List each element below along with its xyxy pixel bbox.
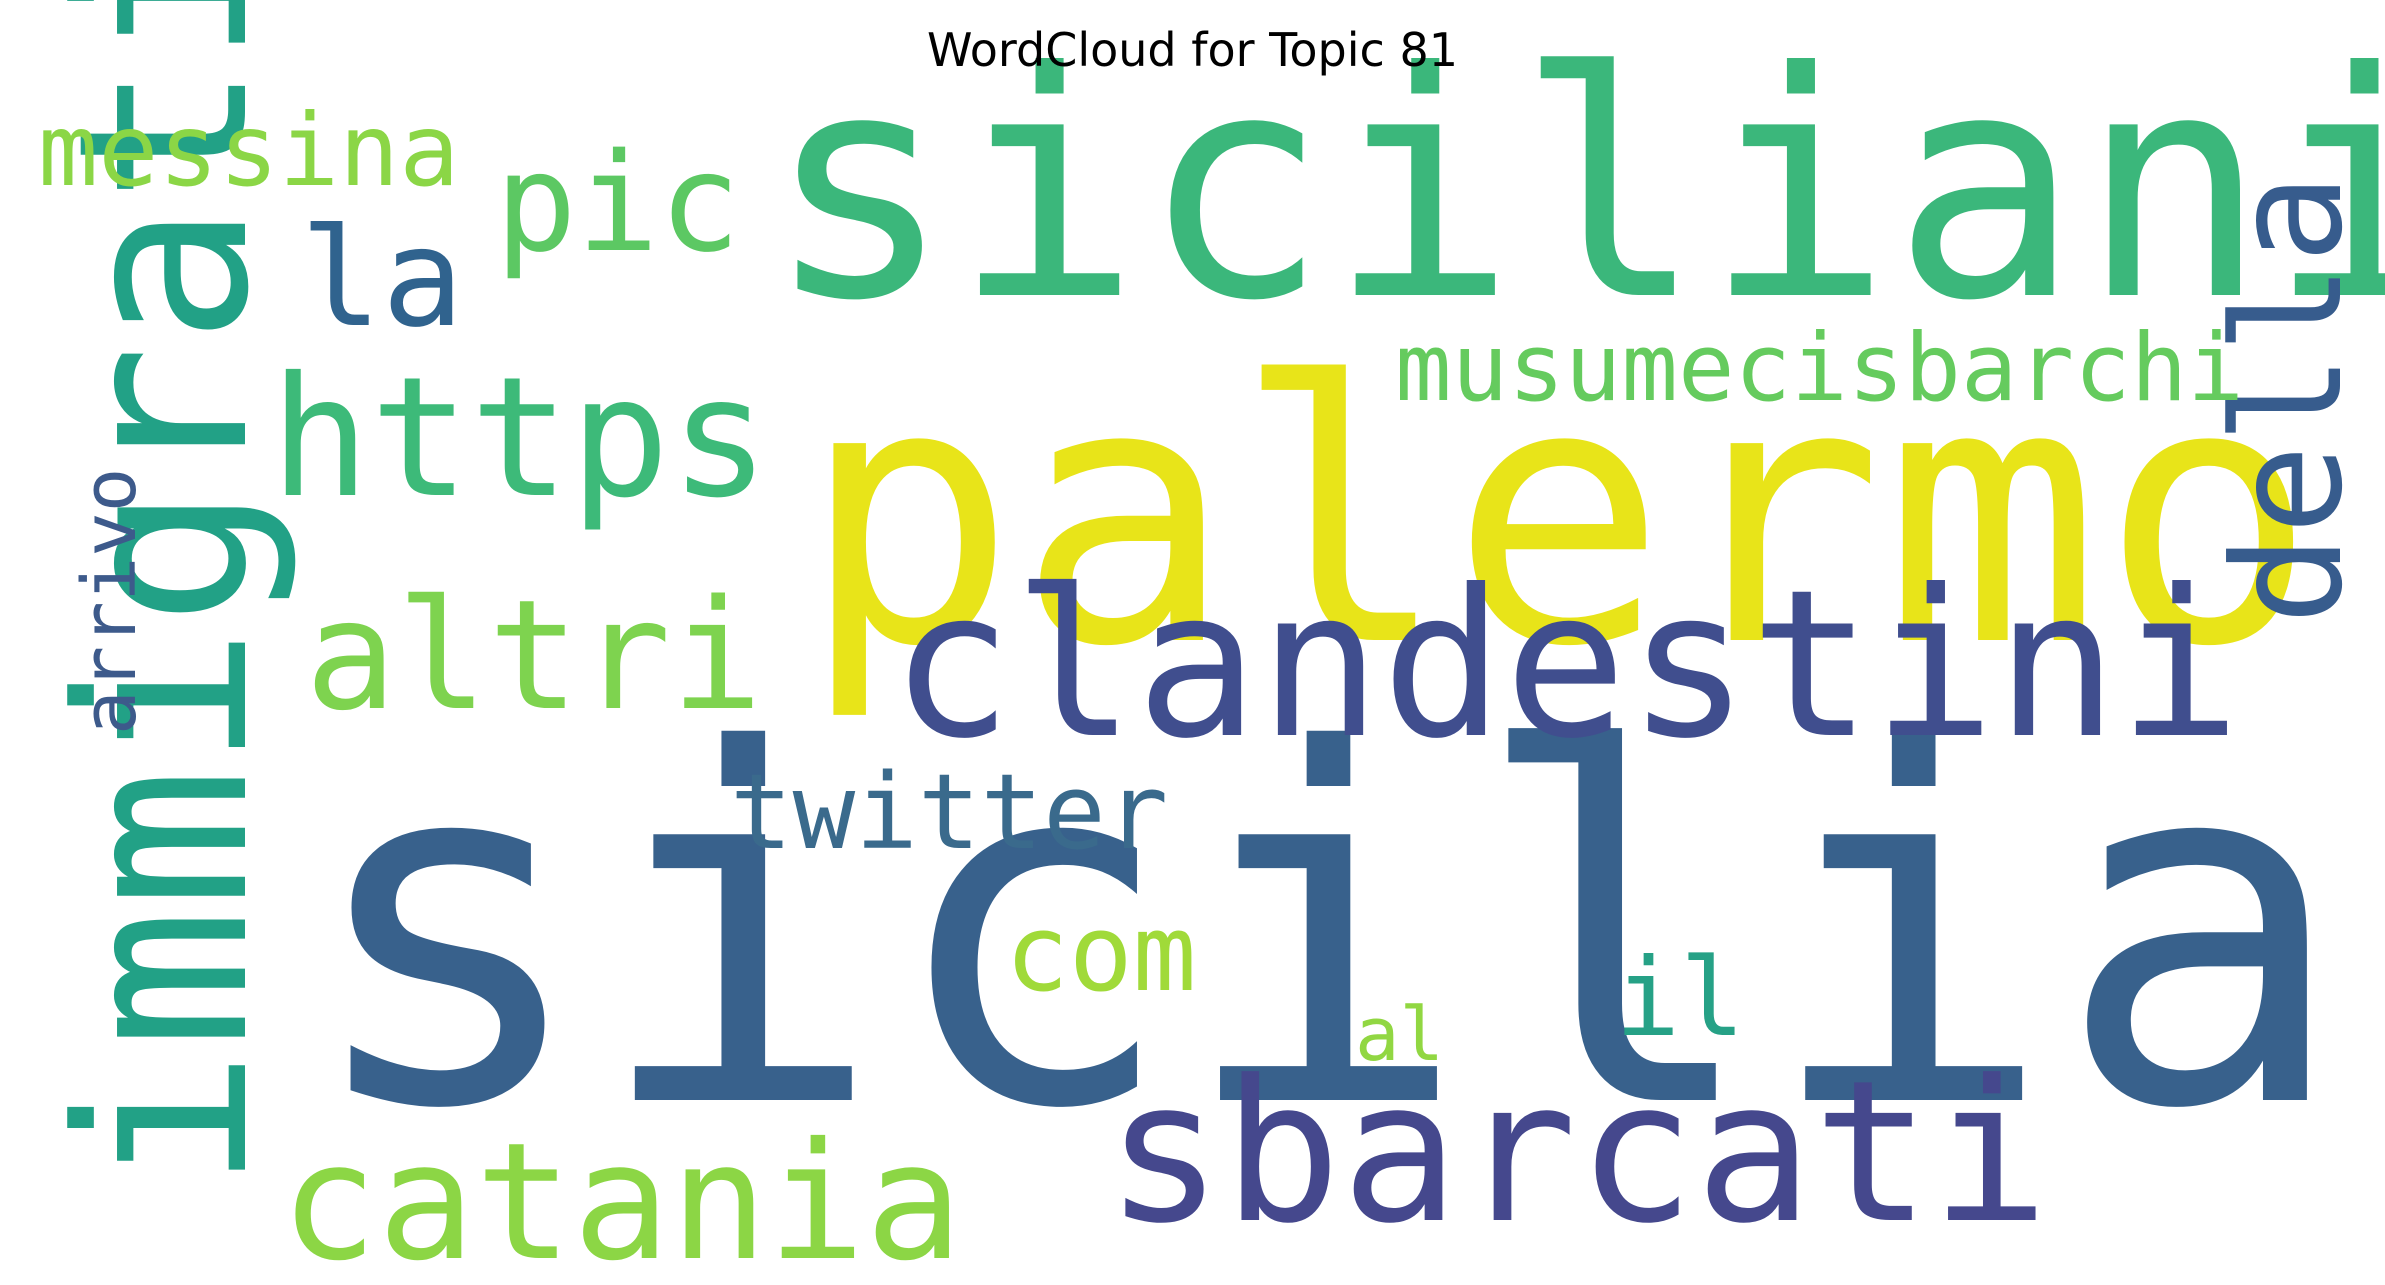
word-pic: pic: [495, 125, 741, 283]
word-palermo: palermo: [800, 306, 2317, 725]
word-sbarcati: sbarcati: [1105, 1039, 2049, 1267]
chart-title: WordCloud for Topic 81: [927, 23, 1458, 77]
word-della: della: [2202, 173, 2376, 625]
word-al: al: [1355, 992, 1444, 1078]
word-siciliani: siciliani: [765, 5, 2385, 369]
word-il: il: [1615, 936, 1745, 1061]
word-immigrati: immigrati: [29, 0, 301, 1190]
word-catania: catania: [280, 1109, 963, 1285]
word-arrivo: arrivo: [67, 468, 153, 735]
word-musumecisbarchi: musumecisbarchi: [1395, 314, 2244, 423]
word-messina: messina: [38, 92, 459, 209]
word-clandestini: clandestini: [890, 547, 2241, 784]
word-twitter: twitter: [730, 751, 1168, 873]
word-https: https: [270, 342, 770, 535]
word-altri: altri: [305, 567, 763, 744]
word-sicilia: sicilia: [300, 649, 2348, 1215]
word-la: la: [300, 200, 464, 358]
word-com: com: [1005, 892, 1196, 1015]
